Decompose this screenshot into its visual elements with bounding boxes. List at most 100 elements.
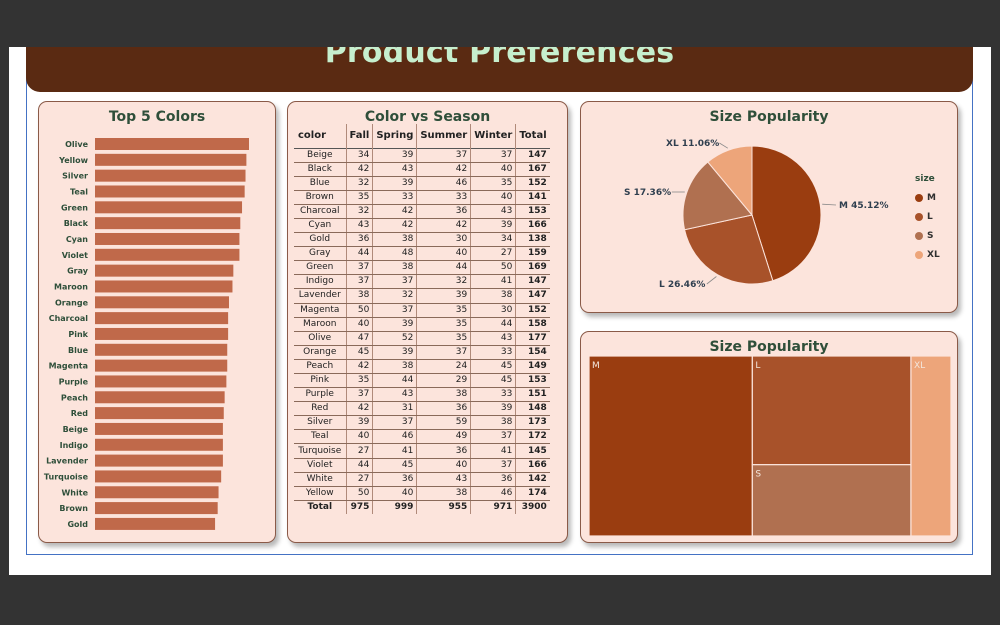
treemap-cell-l[interactable] xyxy=(751,355,912,466)
legend-item-xl[interactable]: XL xyxy=(915,245,940,264)
bar-red[interactable] xyxy=(95,407,224,420)
table-cell: 27 xyxy=(345,472,373,487)
table-cell: 40 xyxy=(416,458,471,473)
bar-olive[interactable] xyxy=(95,138,249,150)
table-row: Silver 39 37 59 38 173 xyxy=(294,415,550,431)
column-header-color[interactable]: color xyxy=(298,130,327,142)
bar-green[interactable] xyxy=(95,201,243,214)
treemap-cell-s[interactable] xyxy=(751,464,912,537)
bar-label-magenta: Magenta xyxy=(49,362,88,371)
column-header-fall[interactable]: Fall xyxy=(345,124,373,148)
table-cell: 44 xyxy=(416,260,471,276)
pie-slice-l[interactable] xyxy=(683,214,774,285)
bar-violet[interactable] xyxy=(95,248,240,261)
table-cell: 43 xyxy=(470,204,516,219)
table-cell: 37 xyxy=(345,274,373,290)
bar-label-indigo: Indigo xyxy=(60,441,89,450)
pie-slice-m[interactable] xyxy=(751,145,822,282)
column-header-total[interactable]: Total xyxy=(515,124,550,148)
size-pie-panel[interactable]: Size Popularity M 45.12% L 26.46% S 17.36%… xyxy=(580,101,958,313)
table-cell: 36 xyxy=(345,232,373,248)
table-cell: 38 xyxy=(345,288,373,304)
bar-maroon[interactable] xyxy=(95,280,233,293)
table-cell: 37 xyxy=(470,429,516,445)
table-cell: 49 xyxy=(416,429,471,445)
table-cell: 145 xyxy=(515,443,550,459)
pie-slice-s[interactable] xyxy=(682,161,753,231)
bar-orange[interactable] xyxy=(95,296,229,309)
table-cell: 32 xyxy=(345,204,373,219)
report-banner: Product Preferences xyxy=(26,47,973,92)
legend-item-m[interactable]: M xyxy=(915,188,940,207)
table-cell: 37 xyxy=(372,274,417,290)
bar-teal[interactable] xyxy=(95,185,245,198)
table-cell: Gold xyxy=(294,232,346,248)
bar-indigo[interactable] xyxy=(95,438,223,451)
size-treemap-panel[interactable]: Size Popularity M L S XL xyxy=(580,331,958,543)
bar-white[interactable] xyxy=(95,486,219,499)
top-colors-bar-chart[interactable]: Olive Yellow Silver Teal Green Black Cyan Viole… xyxy=(39,102,277,544)
table-cell: 45 xyxy=(372,458,417,473)
table-cell: 167 xyxy=(515,162,550,177)
pie-slice-xl[interactable] xyxy=(707,145,753,217)
table-cell: 37 xyxy=(470,147,516,163)
bar-label-silver: Silver xyxy=(62,172,88,181)
treemap-cell-m[interactable] xyxy=(588,355,753,537)
bar-lavender[interactable] xyxy=(95,454,223,467)
treemap-cell-xl[interactable] xyxy=(910,355,952,537)
size-pie-chart[interactable]: M 45.12% L 26.46% S 17.36% XL 11.06% xyxy=(581,102,959,314)
table-cell: 27 xyxy=(470,246,516,262)
table-cell: 158 xyxy=(515,317,550,332)
bar-purple[interactable] xyxy=(95,375,227,388)
size-legend: size M L S XL xyxy=(915,174,940,264)
table-cell: 33 xyxy=(470,345,516,360)
bar-turquoise[interactable] xyxy=(95,470,222,483)
table-cell: 33 xyxy=(416,190,471,205)
table-cell: 975 xyxy=(345,499,373,515)
table-cell: Turquoise xyxy=(294,443,346,459)
bar-gold[interactable] xyxy=(95,517,216,530)
table-cell: 39 xyxy=(372,317,417,332)
column-header-spring[interactable]: Spring xyxy=(372,124,417,148)
color-season-panel[interactable]: Color vs Season color Fall Spring Summer Win… xyxy=(287,101,568,543)
bar-pink[interactable] xyxy=(95,327,229,340)
table-cell: 36 xyxy=(372,472,417,487)
bar-brown[interactable] xyxy=(95,502,218,515)
pie-label-s: S 17.36% xyxy=(624,188,671,198)
legend-item-l[interactable]: L xyxy=(915,207,940,226)
table-cell: Brown xyxy=(294,190,346,205)
table-cell: 147 xyxy=(515,288,550,304)
table-cell: 34 xyxy=(470,232,516,248)
bar-yellow[interactable] xyxy=(95,153,247,166)
bar-silver[interactable] xyxy=(95,169,246,182)
table-cell: 32 xyxy=(345,176,373,191)
treemap-label-xl: XL xyxy=(914,361,925,371)
bar-black[interactable] xyxy=(95,217,241,230)
table-cell: 50 xyxy=(345,486,373,501)
color-season-table[interactable]: color Fall Spring Summer Winter Total Beige 34… xyxy=(294,124,550,515)
top-colors-panel[interactable]: Top 5 Colors Olive Yellow Silver Teal Green B… xyxy=(38,101,276,543)
bar-charcoal[interactable] xyxy=(95,312,229,325)
treemap-label-m: M xyxy=(592,361,600,371)
size-treemap-chart[interactable]: M L S XL xyxy=(581,332,959,544)
bar-magenta[interactable] xyxy=(95,359,228,372)
table-cell: 42 xyxy=(416,218,471,234)
table-cell: 42 xyxy=(372,204,417,219)
table-cell: 152 xyxy=(515,176,550,191)
table-row: Orange 45 39 37 33 154 xyxy=(294,345,550,360)
bar-blue[interactable] xyxy=(95,343,228,356)
table-row: Lavender 38 32 39 38 147 xyxy=(294,288,550,304)
bar-label-gray: Gray xyxy=(67,267,89,276)
bar-cyan[interactable] xyxy=(95,232,240,245)
table-cell: 36 xyxy=(416,443,471,459)
bar-beige[interactable] xyxy=(95,422,223,435)
column-header-summer[interactable]: Summer xyxy=(416,124,471,148)
column-header-winter[interactable]: Winter xyxy=(470,124,516,148)
table-cell: 37 xyxy=(416,345,471,360)
legend-dot-m xyxy=(915,193,923,202)
table-cell: 37 xyxy=(416,147,471,163)
table-cell: 37 xyxy=(470,458,516,473)
legend-item-s[interactable]: S xyxy=(915,226,940,245)
bar-peach[interactable] xyxy=(95,391,225,404)
bar-gray[interactable] xyxy=(95,264,234,277)
